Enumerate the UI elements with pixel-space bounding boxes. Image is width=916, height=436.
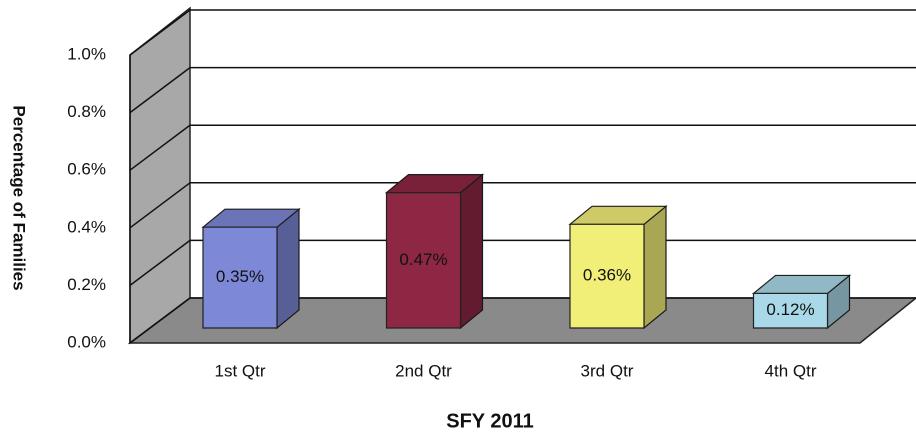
grid-line [129, 66, 191, 114]
grid-line [129, 182, 191, 229]
y-tick-label: 1.0% [67, 44, 106, 63]
bar-side [459, 173, 484, 330]
bar-front [385, 192, 462, 329]
grid-line [129, 297, 191, 344]
data-label: 0.36% [583, 266, 631, 285]
data-label: 0.12% [766, 300, 814, 319]
bar-side [643, 205, 667, 330]
x-tick-label: 2nd Qtr [395, 361, 452, 380]
x-tick-label: 1st Qtr [214, 361, 265, 380]
x-tick-label: 4th Qtr [765, 361, 817, 380]
x-tick-label: 3rd Qtr [581, 361, 634, 380]
data-label: 0.35% [216, 267, 264, 286]
data-label: 0.47% [399, 250, 447, 269]
y-tick-label: 0.8% [67, 102, 106, 121]
y-tick-label: 0.6% [67, 160, 106, 179]
grid-line [129, 9, 191, 56]
bar-front [569, 223, 645, 329]
side-wall [129, 6, 191, 345]
bar [201, 207, 301, 330]
y-tick-label: 0.4% [67, 217, 106, 236]
grid-line [129, 124, 191, 171]
x-axis-title: SFY 2011 [446, 410, 533, 432]
bar-side [276, 207, 300, 330]
y-tick-label: 0.2% [67, 275, 106, 294]
back-wall [190, 8, 916, 298]
grid-line [129, 239, 191, 286]
bar-front [752, 292, 829, 329]
bar [568, 205, 668, 330]
bar [384, 173, 485, 330]
y-tick-label: 0.0% [67, 332, 106, 351]
bar [751, 274, 852, 330]
y-axis-title: Percentage of Families [10, 105, 29, 290]
bar-front [202, 226, 278, 329]
